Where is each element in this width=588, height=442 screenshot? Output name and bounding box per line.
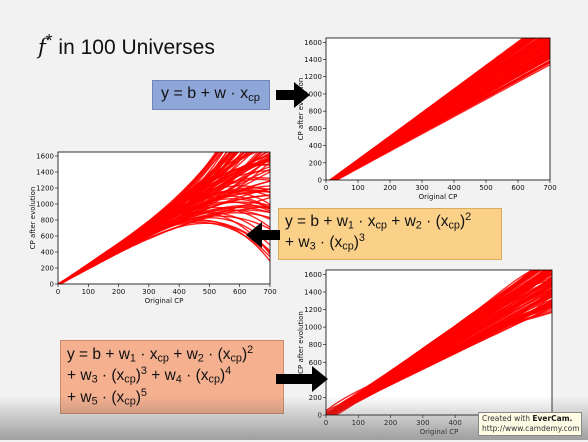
formula-text: y = b + w · x bbox=[161, 85, 249, 102]
x-tick-label: 400 bbox=[447, 184, 460, 192]
formula-line-1: y = b + w1 · xcp + w2 · (xcp)2 bbox=[67, 344, 254, 365]
y-tick-label: 1400 bbox=[304, 288, 322, 296]
linear-model-plot: 0 200 400 600 800 1000 1200 1400 1600 0 100 200 300 4… bbox=[296, 30, 557, 201]
slide-title: f* in 100 Universes bbox=[38, 30, 215, 60]
y-tick-label: 600 bbox=[41, 233, 54, 241]
y-tick-label: 800 bbox=[309, 341, 322, 349]
title-text: in 100 Universes bbox=[52, 36, 215, 59]
model-curve bbox=[329, 270, 534, 415]
model-curve bbox=[58, 209, 270, 284]
y-tick-label: 400 bbox=[309, 142, 322, 150]
model-curve bbox=[327, 270, 548, 415]
model-curve bbox=[329, 38, 526, 180]
curves bbox=[58, 152, 270, 284]
formula-line-2: + w3 · (xcp)3 bbox=[285, 232, 365, 253]
y-tick-label: 0 bbox=[318, 412, 322, 420]
x-axis-label: Original CP bbox=[420, 428, 459, 436]
curves bbox=[328, 38, 550, 180]
x-tick-label: 500 bbox=[479, 184, 492, 192]
y-tick-label: 400 bbox=[41, 249, 54, 257]
model-curve bbox=[328, 38, 550, 180]
x-tick-label: 300 bbox=[142, 288, 155, 296]
y-axis-label: CP after evolution bbox=[297, 78, 305, 141]
x-tick-label: 400 bbox=[172, 288, 185, 296]
x-tick-label: 300 bbox=[415, 184, 428, 192]
x-tick-label: 200 bbox=[384, 419, 397, 427]
y-tick-label: 1000 bbox=[36, 201, 54, 209]
y-tick-label: 1200 bbox=[304, 73, 322, 81]
y-tick-label: 200 bbox=[41, 265, 54, 273]
model-curve bbox=[329, 280, 552, 415]
arrow-right-icon bbox=[276, 366, 328, 392]
quintic-formula: y = b + w1 · xcp + w2 · (xcp)2 + w3 · (x… bbox=[60, 340, 284, 414]
cubic-model-plot: 0 200 400 600 800 1000 1200 1400 1600 0 100 200 300 4… bbox=[2, 142, 282, 312]
x-tick-label: 300 bbox=[416, 419, 429, 427]
x-tick-label: 0 bbox=[324, 419, 328, 427]
y-tick-label: 1000 bbox=[304, 324, 322, 332]
y-tick-label: 0 bbox=[50, 281, 54, 289]
cubic-model-chart: 0 200 400 600 800 1000 1200 1400 1600 0 100 200 300 4… bbox=[29, 151, 277, 305]
y-axis-label: CP after evolution bbox=[29, 187, 37, 250]
x-tick-label: 100 bbox=[351, 184, 364, 192]
model-curve bbox=[331, 53, 550, 180]
x-tick-label: 700 bbox=[263, 288, 276, 296]
formula-subscript: cp bbox=[248, 91, 260, 104]
y-tick-label: 1600 bbox=[304, 271, 322, 279]
x-tick-label: 400 bbox=[448, 419, 461, 427]
linear-model-chart: 0 200 400 600 800 1000 1200 1400 1600 0 100 200 300 4… bbox=[297, 37, 557, 201]
linear-formula: y = b + w · xcp bbox=[152, 80, 270, 110]
arrow-left-icon bbox=[246, 222, 280, 248]
model-curve bbox=[58, 195, 270, 284]
model-curve bbox=[329, 38, 537, 180]
plot-frame bbox=[57, 151, 271, 285]
y-tick-label: 1600 bbox=[36, 153, 54, 161]
y-tick-label: 1200 bbox=[304, 306, 322, 314]
model-curve bbox=[332, 38, 544, 180]
y-tick-label: 600 bbox=[309, 125, 322, 133]
arrow-right-icon bbox=[276, 82, 310, 108]
x-tick-label: 200 bbox=[112, 288, 125, 296]
x-tick-label: 600 bbox=[233, 288, 246, 296]
y-tick-label: 1000 bbox=[304, 90, 322, 98]
y-tick-label: 600 bbox=[309, 359, 322, 367]
y-tick-label: 1400 bbox=[36, 169, 54, 177]
evercam-watermark: Created with EverCam. http://www.camdemy… bbox=[478, 412, 582, 436]
model-curve bbox=[335, 64, 550, 180]
y-axis-label: CP after evolution bbox=[297, 311, 305, 374]
y-tick-label: 200 bbox=[309, 394, 322, 402]
model-curve bbox=[334, 56, 550, 180]
x-tick-label: 700 bbox=[543, 184, 556, 192]
y-tick-label: 1200 bbox=[36, 185, 54, 193]
x-tick-label: 100 bbox=[352, 419, 365, 427]
y-tick-label: 800 bbox=[309, 108, 322, 116]
x-tick-label: 0 bbox=[56, 288, 60, 296]
x-tick-label: 600 bbox=[511, 184, 524, 192]
formula-line-2: + w3 · (xcp)3 + w4 · (xcp)4 bbox=[67, 365, 232, 386]
title-star: * bbox=[45, 30, 53, 50]
model-curve bbox=[330, 47, 550, 180]
x-axis-label: Original CP bbox=[419, 193, 458, 201]
x-axis-label: Original CP bbox=[145, 297, 184, 305]
x-tick-label: 0 bbox=[324, 184, 328, 192]
y-tick-label: 0 bbox=[318, 177, 322, 185]
model-curve bbox=[58, 152, 224, 284]
y-tick-label: 200 bbox=[309, 159, 322, 167]
y-tick-label: 1400 bbox=[304, 56, 322, 64]
formula-line-3: + w5 · (xcp)5 bbox=[67, 386, 147, 408]
title-function: f bbox=[38, 35, 46, 59]
y-tick-label: 1600 bbox=[304, 39, 322, 47]
y-tick-label: 800 bbox=[41, 217, 54, 225]
x-tick-label: 500 bbox=[203, 288, 216, 296]
x-tick-label: 100 bbox=[82, 288, 95, 296]
plot-frame bbox=[325, 37, 551, 181]
formula-line-1: y = b + w1 · xcp + w2 · (xcp)2 bbox=[285, 211, 472, 232]
cubic-formula: y = b + w1 · xcp + w2 · (xcp)2 + w3 · (x… bbox=[278, 208, 502, 260]
model-curve bbox=[326, 277, 552, 415]
x-tick-label: 200 bbox=[383, 184, 396, 192]
